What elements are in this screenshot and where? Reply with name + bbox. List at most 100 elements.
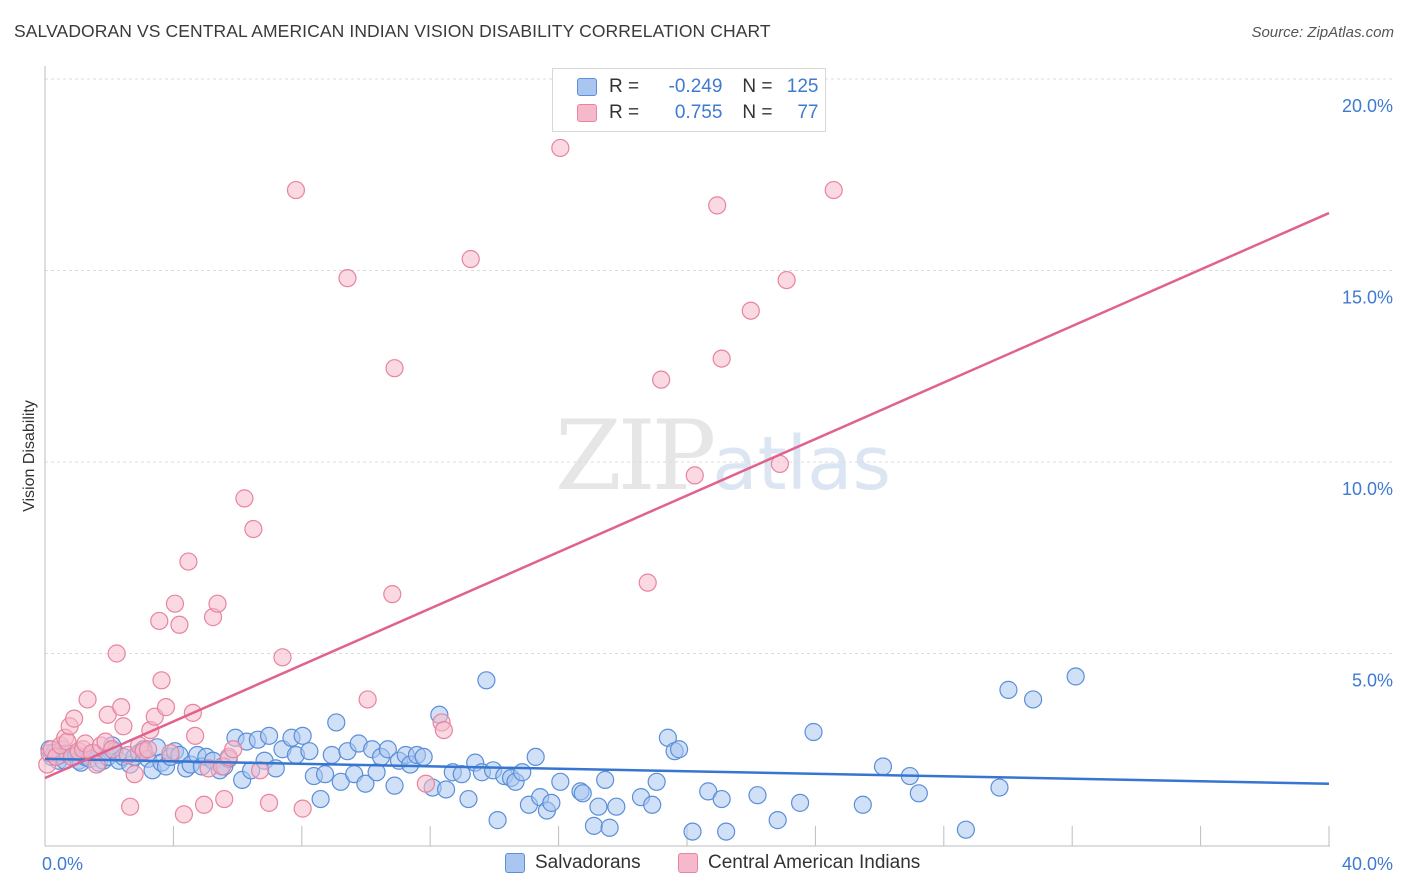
series-legend: Salvadorans Central American Indians (0, 852, 1406, 878)
legend-swatch-pink (577, 104, 597, 122)
central-american-indian-point-49 (235, 489, 254, 508)
central-american-indian-point-36 (170, 615, 189, 634)
salvadoran-point-99 (573, 784, 592, 803)
central-american-indian-point-9 (65, 709, 84, 728)
central-american-indian-point-35 (165, 594, 185, 613)
salvadoran-point-58 (311, 789, 330, 809)
central-american-indian-point-72 (777, 270, 796, 290)
central-american-indian-point-46 (215, 789, 234, 809)
central-american-indians-trend-line (44, 211, 1330, 780)
salvadoran-point-124 (990, 778, 1009, 797)
central-american-indians-points (38, 106, 843, 824)
central-american-indian-point-48 (224, 740, 243, 759)
correlation-legend: R = -0.249 N = 125 R = 0.755 N = 77 (552, 68, 826, 132)
axis-labels: 5.0% 10.0% 15.0% 20.0% 0.0% 40.0% Vision Disab… (21, 96, 1393, 874)
salvadoran-point-117 (790, 793, 810, 812)
central-american-indian-point-24 (121, 797, 140, 816)
salvadoran-point-114 (717, 822, 736, 841)
central-american-indian-point-64 (551, 138, 570, 158)
salvadoran-point-103 (600, 818, 619, 837)
salvadoran-point-122 (909, 784, 928, 803)
salvadoran-point-62 (331, 772, 350, 791)
central-american-indian-point-22 (114, 717, 133, 736)
salvadoran-point-123 (956, 820, 975, 839)
central-american-indian-point-31 (150, 611, 169, 631)
salvadorans-points (40, 667, 1085, 841)
y-tick-label-20: 20.0% (1342, 96, 1393, 116)
y-tick-label-15: 15.0% (1342, 288, 1393, 308)
series-legend-central-american-indians: Central American Indians (678, 852, 920, 874)
y-tick-label-5: 5.0% (1352, 671, 1393, 691)
salvadoran-point-126 (1023, 690, 1043, 709)
central-american-indian-point-57 (358, 690, 377, 709)
central-american-indian-point-13 (78, 690, 97, 709)
salvadoran-point-106 (643, 795, 662, 814)
chart-title: SALVADORAN VS CENTRAL AMERICAN INDIAN VI… (14, 21, 771, 41)
central-american-indian-point-40 (186, 726, 205, 745)
central-american-indian-point-67 (685, 466, 704, 485)
legend-r-label: R = (609, 102, 640, 123)
central-american-indian-point-21 (112, 698, 131, 717)
source-label: Source: ZipAtlas.com (1251, 24, 1394, 41)
salvadoran-point-55 (293, 726, 312, 745)
salvadoran-point-97 (551, 772, 570, 791)
series-legend-salvadorans: Salvadorans (505, 852, 641, 874)
salvadoran-point-66 (356, 774, 375, 793)
central-american-indian-point-33 (156, 698, 176, 717)
salvadoran-point-59 (315, 765, 335, 784)
central-american-indian-point-25 (125, 765, 144, 784)
y-tick-label-10: 10.0% (1342, 479, 1393, 499)
central-american-indian-point-63 (461, 249, 480, 269)
central-american-indian-point-54 (286, 180, 306, 200)
central-american-indian-point-41 (194, 795, 214, 814)
central-american-indian-point-69 (712, 349, 731, 368)
salvadoran-point-107 (647, 772, 666, 791)
salvadoran-point-85 (477, 671, 496, 690)
legend-r-value-pink: 0.755 (674, 102, 723, 123)
x-tick-label-min: 0.0% (42, 854, 83, 874)
series-label-salvadorans: Salvadorans (535, 852, 641, 873)
central-american-indian-point-44 (208, 594, 227, 613)
salvadoran-point-56 (300, 742, 319, 761)
central-american-indian-point-34 (161, 743, 180, 763)
salvadoran-point-115 (748, 786, 767, 805)
salvadoran-point-119 (853, 795, 872, 814)
salvadoran-point-125 (999, 680, 1018, 699)
series-swatch-blue (505, 853, 525, 873)
central-american-indian-point-59 (385, 359, 404, 378)
legend-n-label: N = (742, 102, 773, 123)
series-swatch-pink (678, 853, 698, 873)
central-american-indian-point-50 (244, 519, 263, 539)
central-american-indian-point-38 (179, 552, 198, 571)
central-american-indian-point-28 (138, 740, 158, 759)
salvadoran-point-87 (488, 811, 507, 830)
legend-n-label: N = (742, 76, 773, 97)
salvadoran-point-120 (873, 757, 893, 776)
salvadoran-point-110 (669, 740, 689, 759)
salvadoran-point-61 (327, 713, 346, 732)
central-american-indian-point-20 (107, 644, 126, 663)
salvadoran-point-93 (526, 747, 545, 767)
salvadoran-point-102 (596, 770, 615, 789)
salvadoran-point-60 (322, 745, 341, 765)
salvadoran-point-91 (513, 763, 532, 782)
salvadorans-trend-line (44, 757, 1330, 785)
salvadoran-point-50 (259, 726, 279, 745)
central-american-indian-point-70 (741, 301, 760, 320)
salvadoran-point-82 (459, 789, 478, 809)
salvadoran-point-112 (699, 782, 718, 801)
central-american-indian-point-53 (273, 648, 292, 667)
trend-lines (44, 211, 1330, 785)
salvadoran-point-70 (378, 740, 397, 759)
legend-r-label: R = (609, 76, 640, 97)
salvadoran-point-116 (768, 811, 787, 830)
salvadoran-point-100 (584, 816, 604, 835)
salvadoran-point-79 (436, 780, 456, 799)
central-american-indian-point-55 (293, 799, 312, 818)
central-american-indian-point-18 (98, 705, 117, 724)
central-american-indian-point-32 (152, 671, 171, 690)
salvadoran-point-96 (542, 793, 561, 812)
salvadoran-point-104 (607, 797, 626, 816)
salvadoran-point-113 (712, 789, 731, 809)
